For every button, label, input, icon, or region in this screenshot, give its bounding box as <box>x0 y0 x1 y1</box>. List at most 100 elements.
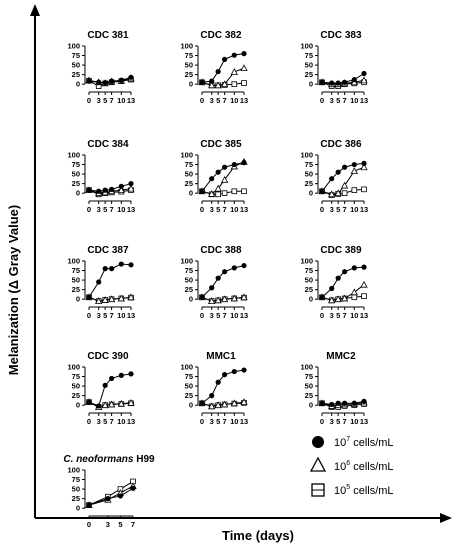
x-axis-title: Time (days) <box>222 528 294 543</box>
panel-x-tick-label: 7 <box>343 205 347 214</box>
point-1e6 <box>107 400 116 408</box>
point-1e7 <box>329 80 335 86</box>
panel-x-tick-label: 13 <box>127 96 135 105</box>
panel-x-tick-label: 7 <box>343 311 347 320</box>
point-1e7 <box>86 399 92 405</box>
point-1e6 <box>340 181 349 189</box>
point-1e7 <box>231 52 237 58</box>
panel-y-tick-label: 50 <box>72 276 80 285</box>
point-1e6 <box>208 190 216 197</box>
panel-x-tick-label: 5 <box>103 311 107 320</box>
point-1e7 <box>128 262 134 268</box>
point-1e7 <box>241 51 247 57</box>
point-1e7 <box>361 398 367 404</box>
panel-x-tick-label: 13 <box>360 417 368 426</box>
panel-x-tick-label: 5 <box>336 96 340 105</box>
panel-y-tick-label: 75 <box>72 266 80 275</box>
panel-x-tick-label: 5 <box>103 205 107 214</box>
panel-title-rest: H99 <box>133 454 155 465</box>
panel-x-tick-label: 13 <box>127 417 135 426</box>
panel-y-tick-label: 50 <box>72 485 80 494</box>
panel-x-tick-label: 7 <box>223 417 227 426</box>
panel-y-tick-label: 50 <box>72 382 80 391</box>
panel-y-tick-label: 75 <box>72 372 80 381</box>
series-line-1e7 <box>88 487 134 506</box>
point-1e7 <box>329 285 335 292</box>
panel-x-tick-label: 3 <box>330 311 334 320</box>
point-1e7 <box>215 169 221 175</box>
panel-y-tick-label: 50 <box>72 170 80 179</box>
point-1e6 <box>230 68 238 75</box>
panel-x-tick-label: 10 <box>230 311 238 320</box>
point-1e7 <box>241 160 247 166</box>
panel-x-tick-label: 7 <box>223 311 227 320</box>
point-1e5 <box>221 190 228 196</box>
point-1e7 <box>222 372 228 378</box>
panel-x-tick-label: 13 <box>127 311 135 320</box>
panel-y-tick-label: 25 <box>72 70 80 79</box>
panel-y-tick-label: 50 <box>305 382 313 391</box>
point-1e7 <box>241 262 247 269</box>
point-1e6 <box>214 184 222 192</box>
point-1e7 <box>118 183 124 189</box>
point-1e7 <box>342 79 348 85</box>
point-1e5 <box>231 188 238 195</box>
legend-item-1e5: 105 cells/mL <box>311 483 394 497</box>
panel-title: CDC 382 <box>200 30 242 41</box>
panel-x-tick-label: 13 <box>360 96 368 105</box>
point-1e6 <box>360 163 368 171</box>
point-1e6 <box>360 76 368 84</box>
point-1e7 <box>319 79 325 85</box>
point-1e6 <box>240 64 248 72</box>
legend-label-1e7: 107 cells/mL <box>334 436 394 449</box>
panel-y-tick-label: 100 <box>180 363 193 372</box>
panel-title: CDC 389 <box>320 245 362 256</box>
point-1e7 <box>335 80 341 86</box>
point-1e7 <box>118 77 124 83</box>
panel-x-tick-label: 10 <box>350 205 358 214</box>
point-1e6 <box>101 296 109 303</box>
panel-y-tick-label: 0 <box>189 80 193 89</box>
panel-title: C. neoformans H99 <box>63 454 155 465</box>
panel-x-tick-label: 3 <box>106 520 110 529</box>
panel-y-tick-label: 100 <box>67 151 80 160</box>
point-1e6 <box>127 399 135 406</box>
panel-x-tick-label: 10 <box>350 96 358 105</box>
panel-x-tick-label: 7 <box>223 205 227 214</box>
panel-y-tick-label: 50 <box>305 170 313 179</box>
point-1e5 <box>241 188 247 195</box>
point-1e6 <box>95 297 103 304</box>
point-1e7 <box>335 400 341 406</box>
panel-y-tick-label: 100 <box>180 257 193 266</box>
point-1e7 <box>209 176 215 182</box>
point-1e7 <box>209 285 215 291</box>
point-1e6 <box>360 280 368 288</box>
point-1e7 <box>96 279 102 285</box>
point-1e6 <box>240 398 248 406</box>
x-axis-arrowhead <box>440 513 452 523</box>
point-1e5 <box>361 186 367 193</box>
point-1e6 <box>328 296 336 304</box>
point-1e6 <box>350 288 358 296</box>
panel-x-tick-label: 10 <box>117 96 125 105</box>
panel-y-tick-label: 75 <box>305 160 313 169</box>
point-1e6 <box>208 297 216 304</box>
y-axis-arrowhead <box>30 4 40 16</box>
point-1e7 <box>361 160 367 166</box>
point-1e7 <box>118 372 124 378</box>
panel-y-tick-label: 50 <box>185 61 193 70</box>
legend: 107 cells/mL 106 cells/mL 105 cells/mL <box>309 436 394 497</box>
panel-x-tick-label: 10 <box>350 417 358 426</box>
panel-y-tick-label: 50 <box>185 170 193 179</box>
legend-item-1e6: 106 cells/mL <box>309 456 394 473</box>
panel-x-tick-label: 7 <box>343 417 347 426</box>
point-1e5 <box>241 80 247 86</box>
point-1e7 <box>117 493 124 499</box>
panel-y-tick-label: 25 <box>185 179 193 188</box>
panel-x-tick-label: 13 <box>240 417 248 426</box>
panel-y-tick-label: 0 <box>309 80 313 89</box>
point-1e6 <box>107 295 116 303</box>
panel-y-tick-label: 25 <box>185 70 193 79</box>
